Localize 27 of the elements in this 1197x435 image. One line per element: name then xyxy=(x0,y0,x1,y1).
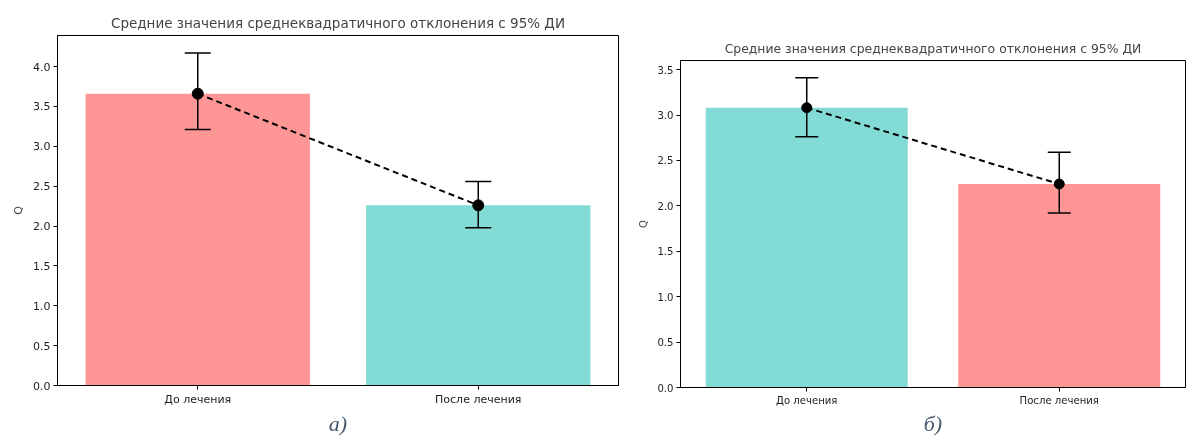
text: а) xyxy=(328,410,348,435)
y-tick-label: 2.5 xyxy=(33,180,51,194)
y-tick-label: 2.5 xyxy=(657,155,674,167)
y-tick-label: 2.0 xyxy=(657,200,674,212)
y-tick-label: 0.0 xyxy=(33,379,51,393)
y-tick-label: 3.5 xyxy=(33,100,51,114)
y-axis-title: Q xyxy=(638,219,650,228)
y-tick-label: 0.5 xyxy=(33,339,51,353)
y-tick-label: 1.5 xyxy=(657,246,674,258)
x-tick-label: После лечения xyxy=(435,392,522,406)
y-tick-label: 3.0 xyxy=(33,140,51,154)
text: б) xyxy=(923,410,943,435)
y-tick-label: 4.0 xyxy=(33,60,51,74)
x-tick-label: До лечения xyxy=(164,392,232,406)
y-tick-label: 1.0 xyxy=(657,291,674,303)
y-tick-label: 1.0 xyxy=(33,299,51,313)
y-tick-label: 2.0 xyxy=(33,220,51,234)
y-axis-title: Q xyxy=(12,205,26,215)
chart-title: Средние значения среднеквадратичного отклонения с 95% ДИ xyxy=(110,14,566,31)
y-tick-label: 3.5 xyxy=(657,64,674,76)
y-tick-label: 1.5 xyxy=(33,259,51,273)
y-tick-label: 3.0 xyxy=(657,110,674,121)
chart-title: Средние значения среднеквадратичного отклонения с 95% ДИ xyxy=(724,40,1142,56)
y-tick-label: 0.0 xyxy=(657,382,674,394)
y-tick-label: 0.5 xyxy=(657,337,674,349)
x-tick-label: До лечения xyxy=(776,394,838,406)
x-tick-label: После лечения xyxy=(1019,394,1099,406)
